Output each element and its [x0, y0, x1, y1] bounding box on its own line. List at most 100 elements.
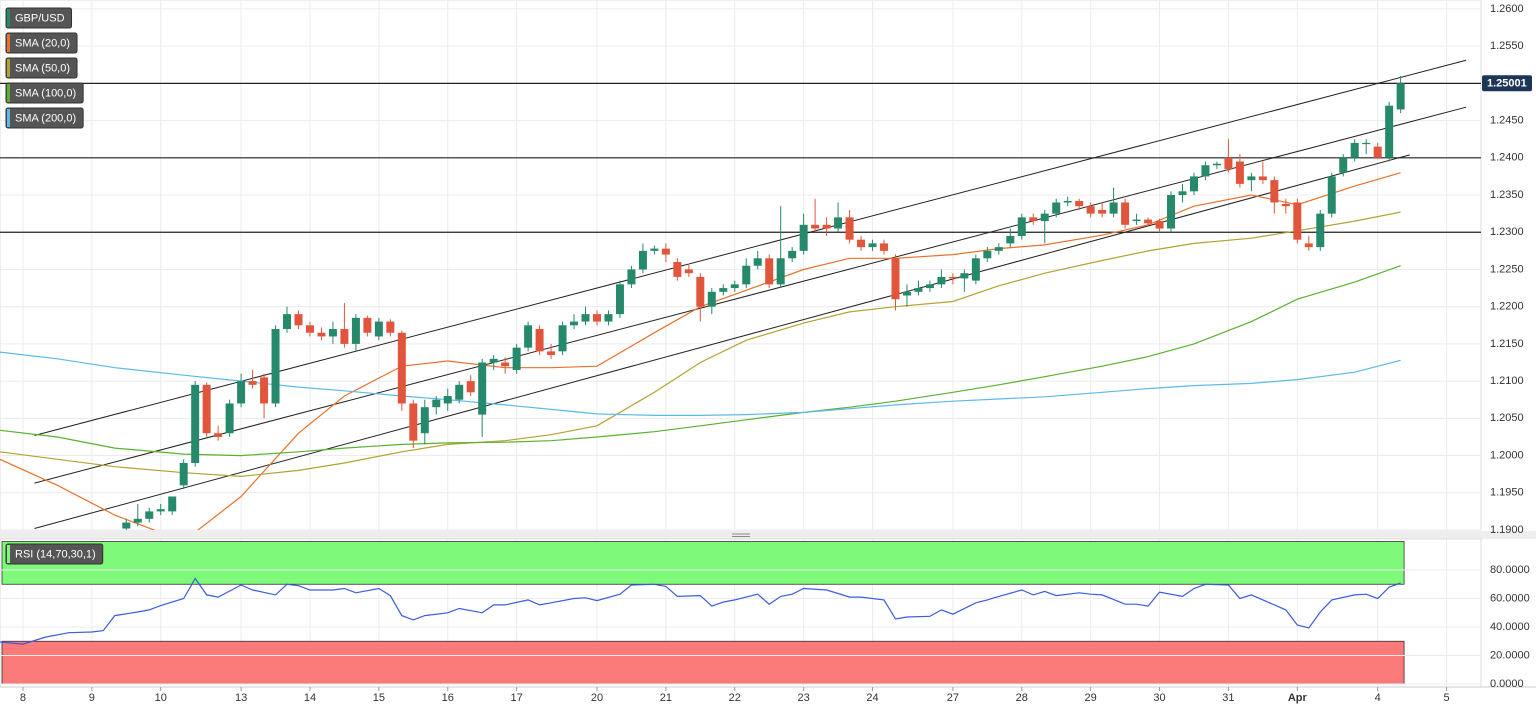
candle-body — [1258, 176, 1267, 181]
legend-box[interactable] — [5, 7, 73, 29]
candle-body — [1121, 202, 1130, 225]
candle-body — [374, 321, 383, 337]
axes: 8 9 10 13 14 15 16 17 20 21 22 23 24 27 28 29 30 31 Apr 4 5 1… — [5, 3, 1532, 704]
candle-body — [615, 284, 624, 315]
candle-body — [489, 358, 498, 363]
candle-body — [340, 329, 349, 344]
legend-box[interactable] — [5, 82, 84, 104]
x-tick-label: 29 — [1085, 692, 1097, 704]
legend-swatch — [7, 34, 10, 52]
candle-body — [363, 317, 372, 333]
candle-body — [1247, 176, 1256, 181]
candle-body — [248, 381, 257, 385]
y-tick-label: 1.2250 — [1490, 263, 1524, 275]
candle-body — [466, 381, 475, 393]
legend-label: SMA (20,0) — [15, 37, 70, 49]
candle-body — [1086, 206, 1095, 214]
candle-body — [1235, 161, 1244, 184]
legend-box[interactable] — [5, 32, 78, 54]
candle-body — [237, 381, 246, 404]
candle-body — [168, 496, 177, 512]
rsi-plot — [0, 539, 1481, 687]
y-tick-label: 1.2450 — [1490, 114, 1524, 126]
y-tick-label: 1.2050 — [1490, 412, 1524, 424]
candle-body — [581, 314, 590, 322]
candle-body — [179, 463, 188, 486]
candle-body — [684, 269, 693, 274]
candle-body — [971, 258, 980, 281]
candle-body — [432, 399, 441, 408]
legend-swatch — [7, 545, 10, 563]
candle-body — [845, 217, 854, 240]
x-tick-label: 17 — [511, 692, 523, 704]
candle-body — [1006, 235, 1015, 244]
candle-body — [191, 384, 200, 464]
x-tick-label: 10 — [155, 692, 167, 704]
y-tick-label: 1.1950 — [1490, 487, 1524, 499]
legend-box[interactable] — [5, 543, 104, 565]
candle-body — [1316, 213, 1325, 248]
x-tick-label: 31 — [1222, 692, 1234, 704]
panel-separator[interactable] — [0, 531, 1536, 539]
sma-line — [0, 265, 1401, 457]
x-tick-label: 15 — [373, 692, 385, 704]
candle-body — [891, 258, 900, 300]
candle-body — [925, 284, 934, 289]
x-tick-label: 13 — [235, 692, 247, 704]
y-tick-label: 1.2200 — [1490, 301, 1524, 313]
legend-swatch — [7, 84, 10, 102]
legend-swatch — [7, 59, 10, 77]
price-badge-label: 1.25001 — [1487, 78, 1527, 90]
candle-body — [948, 276, 957, 279]
candle-body — [294, 314, 303, 326]
candle-body — [1063, 200, 1072, 203]
legend-box[interactable] — [5, 107, 84, 129]
candle-body — [535, 329, 544, 352]
candle-body — [776, 258, 785, 285]
candle-body — [570, 321, 579, 326]
x-tick-label: 20 — [591, 692, 603, 704]
candle-body — [386, 321, 395, 333]
x-tick-label: 14 — [304, 692, 316, 704]
legend-label: SMA (50,0) — [15, 62, 70, 74]
candle-body — [478, 362, 487, 415]
x-tick-label: 23 — [798, 692, 810, 704]
candle-body — [133, 518, 142, 523]
candle-body — [1304, 243, 1313, 248]
candle-body — [696, 276, 705, 307]
sma-line — [0, 351, 1401, 416]
candle-body — [788, 250, 797, 259]
candle-body — [822, 224, 831, 229]
candle-body — [1167, 195, 1176, 229]
candle-body — [1040, 213, 1049, 222]
candle-body — [811, 224, 820, 229]
candle-body — [1132, 219, 1141, 222]
x-tick-label: 8 — [20, 692, 26, 704]
candle-body — [1396, 83, 1405, 110]
candle-body — [420, 407, 429, 434]
x-tick-label: 27 — [947, 692, 959, 704]
candle-body — [1339, 157, 1348, 173]
candle-body — [1373, 146, 1382, 158]
y-tick-label: 60.0000 — [1490, 592, 1530, 604]
candle-body — [512, 347, 521, 370]
y-tick-label: 0.0000 — [1490, 678, 1524, 690]
candle-body — [604, 314, 613, 322]
legend-box[interactable] — [5, 57, 78, 79]
legend-label: RSI (14,70,30,1) — [15, 548, 96, 560]
candle-body — [1178, 191, 1187, 196]
candle-body — [673, 262, 682, 277]
y-tick-label: 1.2150 — [1490, 338, 1524, 350]
candle-body — [351, 317, 360, 344]
x-tick-label: 16 — [442, 692, 454, 704]
y-tick-label: 1.2400 — [1490, 152, 1524, 164]
candle-body — [1155, 221, 1164, 229]
candle-body — [983, 250, 992, 259]
x-tick-label: 22 — [729, 692, 741, 704]
y-tick-label: 1.2300 — [1490, 226, 1524, 238]
y-tick-label: 80.0000 — [1490, 564, 1530, 576]
candle-body — [271, 329, 280, 404]
candle-body — [1224, 157, 1233, 169]
y-tick-label: 1.2350 — [1490, 189, 1524, 201]
